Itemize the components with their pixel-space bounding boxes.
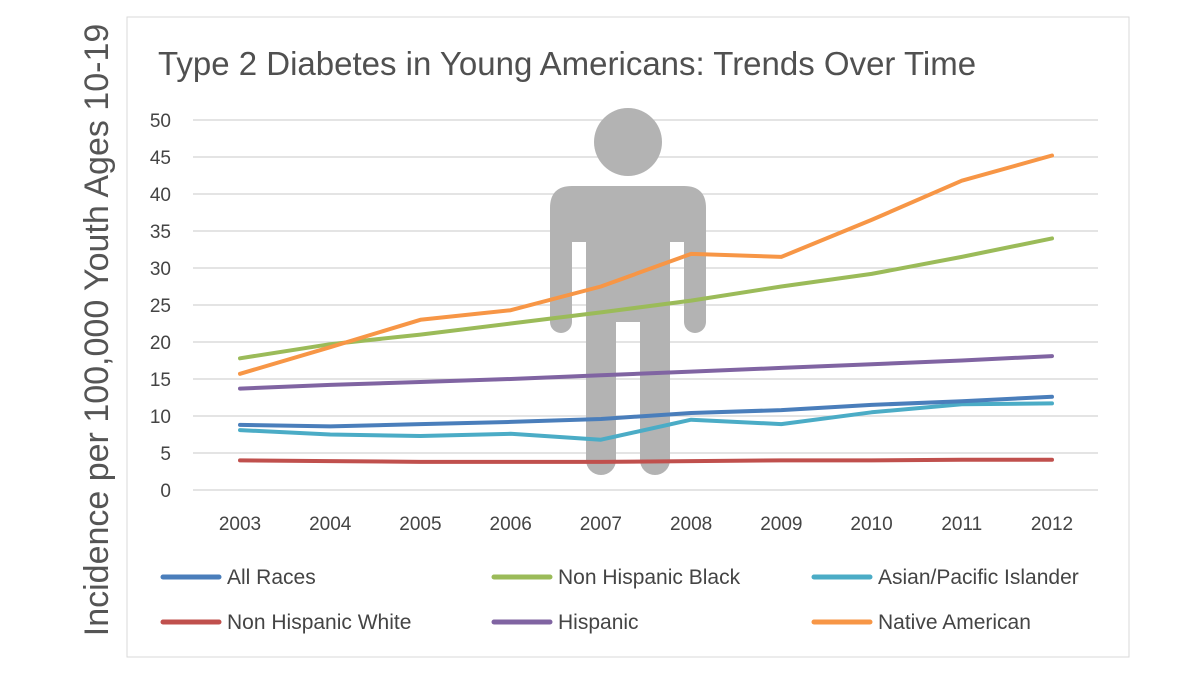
y-tick-label: 35 — [150, 222, 171, 243]
legend-item: All Races — [160, 566, 316, 589]
x-tick-label: 2008 — [670, 514, 712, 535]
legend-item: Non Hispanic White — [160, 611, 411, 634]
chart-title: Type 2 Diabetes in Young Americans: Tren… — [158, 45, 976, 82]
y-tick-label: 0 — [160, 481, 171, 502]
legend-item: Native American — [811, 611, 1031, 634]
y-axis-label: Incidence per 100,000 Youth Ages 10-19 — [78, 24, 116, 637]
legend-label: Native American — [878, 611, 1031, 634]
x-tick-label: 2007 — [580, 514, 622, 535]
x-tick-label: 2011 — [941, 514, 982, 535]
legend-label: Asian/Pacific Islander — [878, 566, 1079, 589]
y-tick-label: 20 — [150, 333, 171, 354]
x-tick-label: 2006 — [490, 514, 532, 535]
x-axis-ticks: 2003 2004 2005 2006 2007 2008 2009 2010 2011 2012 — [219, 514, 1073, 535]
y-axis-ticks: 0 5 10 15 20 25 30 35 40 45 50 — [150, 111, 171, 502]
x-tick-label: 2009 — [760, 514, 802, 535]
y-tick-label: 15 — [150, 370, 171, 391]
y-tick-label: 40 — [150, 185, 171, 206]
legend-item: Non Hispanic Black — [491, 566, 741, 589]
series-line-asian-pacific-islander — [238, 401, 1054, 442]
series-line-non-hispanic-black — [238, 236, 1054, 361]
x-tick-label: 2010 — [850, 514, 892, 535]
x-tick-label: 2003 — [219, 514, 261, 535]
legend-item: Hispanic — [491, 611, 639, 634]
y-tick-label: 45 — [150, 148, 171, 169]
y-tick-label: 50 — [150, 111, 171, 132]
y-tick-label: 30 — [150, 259, 171, 280]
y-tick-label: 5 — [160, 444, 171, 465]
legend-label: Hispanic — [558, 611, 639, 634]
x-tick-label: 2012 — [1031, 514, 1073, 535]
legend-label: Non Hispanic Black — [558, 566, 741, 589]
series-line-non-hispanic-white — [238, 457, 1054, 464]
legend-label: All Races — [227, 566, 316, 589]
y-tick-label: 10 — [150, 407, 171, 428]
legend-label: Non Hispanic White — [227, 611, 411, 634]
series-line-all-races — [238, 394, 1054, 429]
series-lines — [238, 153, 1054, 464]
series-line-hispanic — [238, 354, 1054, 391]
x-tick-label: 2005 — [399, 514, 441, 535]
x-tick-label: 2004 — [309, 514, 352, 535]
series-line-native-american — [238, 153, 1054, 376]
y-tick-label: 25 — [150, 296, 171, 317]
legend-item: Asian/Pacific Islander — [811, 566, 1079, 589]
legend: All Races Non Hispanic Black Asian/Pacific… — [160, 566, 1079, 634]
person-silhouette-icon — [550, 108, 706, 475]
